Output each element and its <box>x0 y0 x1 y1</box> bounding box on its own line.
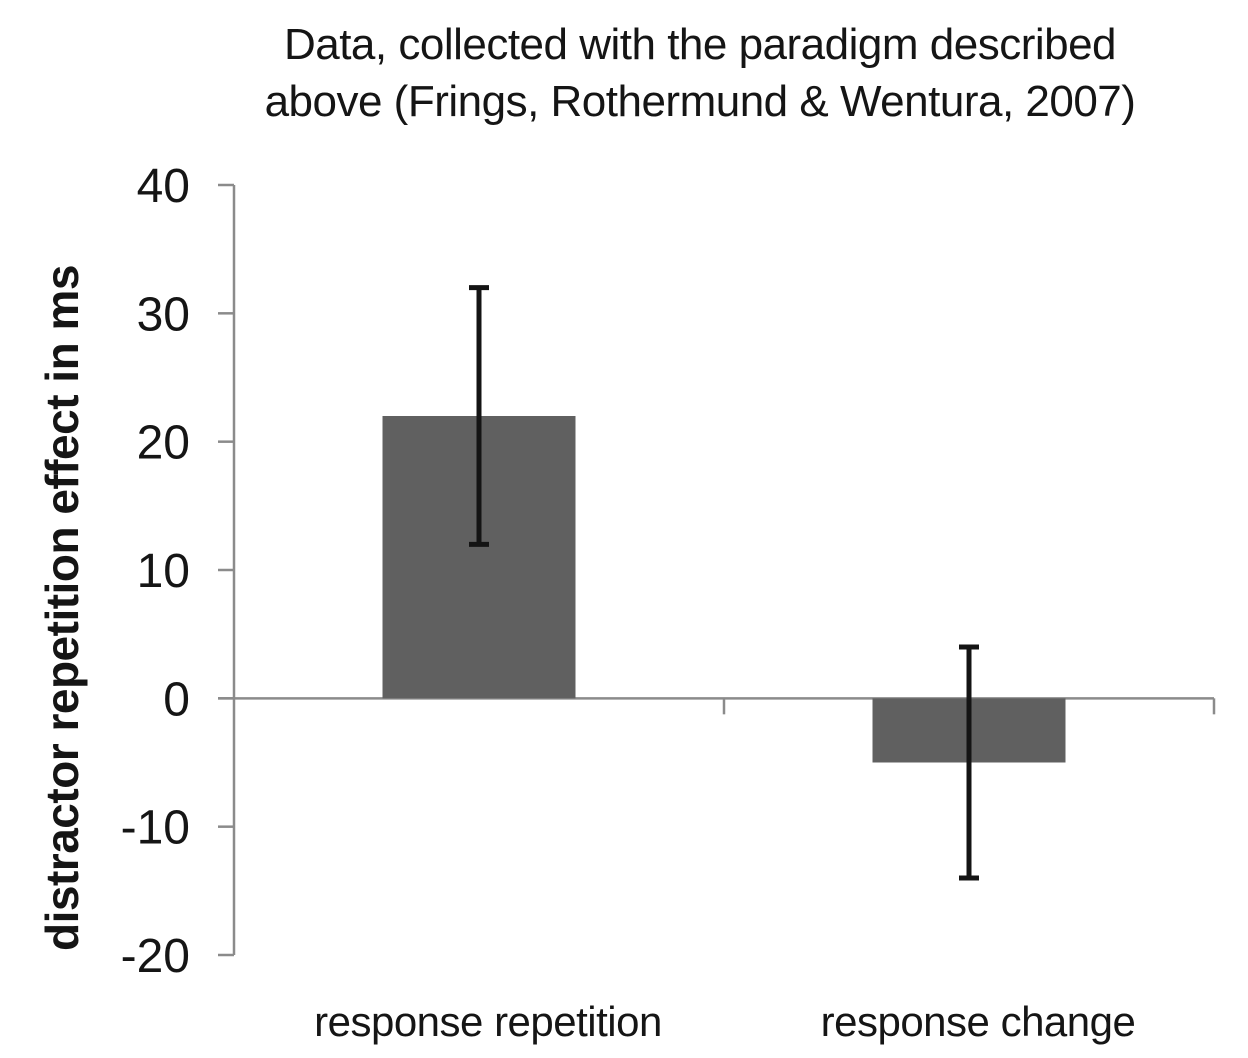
x-category-label: response change <box>821 998 1136 1045</box>
y-tick-label: 10 <box>137 545 190 598</box>
y-tick-label: 30 <box>137 288 190 341</box>
y-tick-label: -20 <box>121 930 190 983</box>
x-category-label: response repetition <box>314 998 662 1045</box>
y-tick-label: 0 <box>163 673 190 726</box>
y-tick-label: 40 <box>137 160 190 213</box>
chart-title-line-2: above (Frings, Rothermund & Wentura, 200… <box>264 77 1136 126</box>
y-tick-label: 20 <box>137 417 190 470</box>
chart-title-line-1: Data, collected with the paradigm descri… <box>283 20 1117 69</box>
y-tick-label: -10 <box>121 802 190 855</box>
chart-title: Data, collected with the paradigm descri… <box>160 16 1240 130</box>
